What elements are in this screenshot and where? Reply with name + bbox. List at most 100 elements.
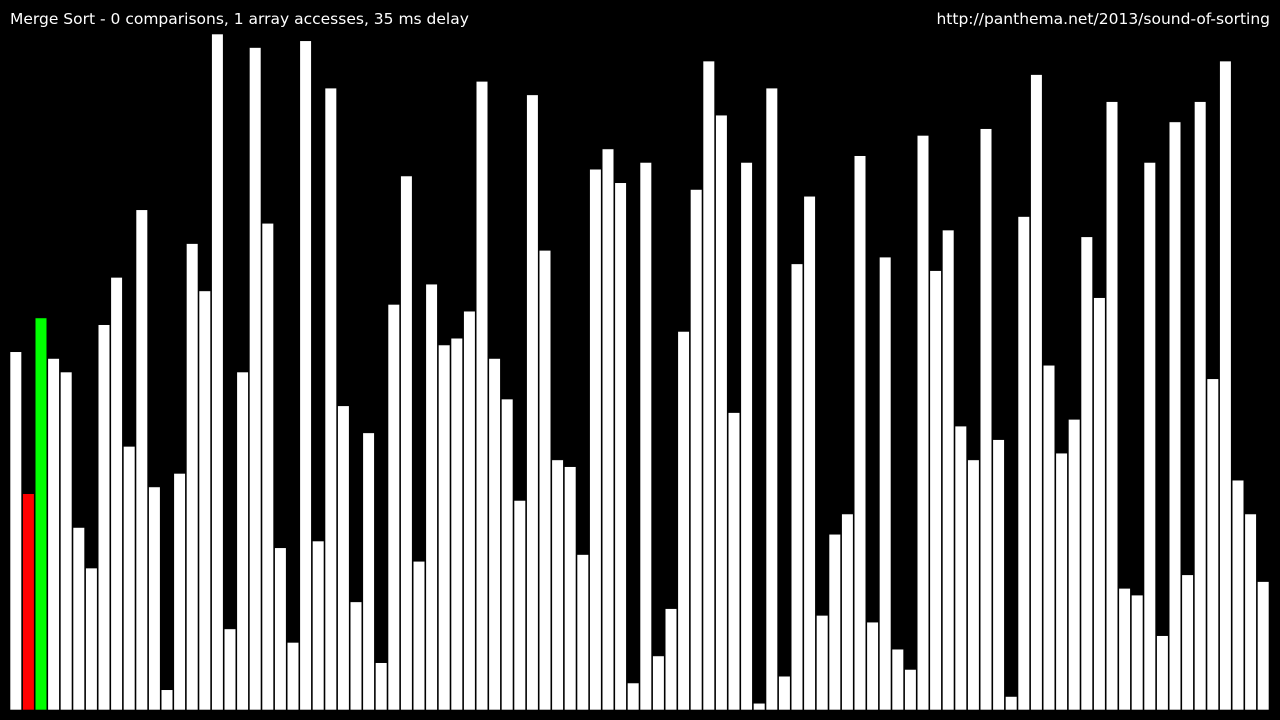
bar-35: [450, 337, 463, 711]
bar-85: [1080, 236, 1093, 711]
bar-68: [866, 621, 879, 711]
bar-43: [551, 459, 564, 711]
bar-78: [992, 439, 1005, 711]
bar-90: [1143, 162, 1156, 711]
bar-21: [274, 547, 287, 711]
bar-76: [967, 459, 980, 711]
bar-70: [891, 648, 904, 711]
bar-33: [425, 283, 438, 711]
bar-50: [639, 162, 652, 711]
bar-6: [85, 567, 98, 711]
bar-87: [1105, 101, 1119, 711]
bar-53: [677, 331, 690, 711]
bar-20: [261, 222, 274, 711]
bar-31: [400, 175, 413, 711]
bar-81: [1030, 74, 1043, 711]
bar-75: [954, 425, 967, 711]
bar-66: [841, 513, 854, 711]
bar-69: [879, 256, 892, 711]
bar-9: [123, 446, 136, 711]
bar-37: [475, 81, 489, 711]
bar-27: [349, 601, 363, 711]
bar-82: [1042, 364, 1056, 711]
bar-19: [249, 47, 262, 711]
bar-58: [740, 162, 753, 711]
bar-40: [513, 500, 526, 711]
bar-48: [614, 182, 627, 711]
bar-7: [97, 324, 111, 711]
bar-56: [715, 114, 728, 711]
bar-11: [148, 486, 161, 711]
bar-46: [589, 168, 602, 711]
bar-80: [1017, 216, 1030, 711]
bar-47: [601, 148, 615, 711]
bar-52: [664, 608, 678, 711]
bar-39: [501, 398, 514, 711]
bar-74: [942, 229, 955, 711]
bar-96: [1219, 60, 1232, 711]
bar-38: [488, 358, 501, 711]
bar-51: [652, 655, 665, 711]
bar-91: [1156, 635, 1169, 711]
bar-72: [916, 135, 930, 711]
bar-65: [828, 533, 841, 711]
bar-55: [702, 60, 715, 711]
bar-13: [173, 473, 186, 711]
bar-15: [198, 290, 211, 711]
bar-30: [387, 304, 400, 711]
bar-17: [223, 628, 237, 711]
bar-93: [1181, 574, 1194, 711]
bar-44: [564, 466, 577, 711]
bar-97: [1231, 479, 1245, 711]
bar-95: [1206, 378, 1219, 711]
bar-84: [1068, 419, 1081, 711]
bar-67: [853, 155, 867, 711]
bar-73: [929, 270, 942, 711]
bar-57: [727, 412, 741, 711]
bar-14: [186, 243, 199, 711]
bar-62: [790, 263, 804, 711]
bar-99: [1257, 581, 1270, 711]
bar-89: [1131, 594, 1144, 711]
bar-32: [412, 560, 426, 711]
bar-5: [72, 527, 85, 711]
bar-4: [60, 371, 73, 711]
bar-24: [312, 540, 325, 711]
bar-63: [803, 195, 816, 711]
bar-49: [627, 682, 640, 711]
bar-28: [362, 432, 375, 711]
bar-8: [110, 277, 123, 711]
bar-59: [753, 702, 766, 711]
bar-92: [1168, 121, 1182, 711]
bar-16: [211, 33, 224, 711]
bar-77: [979, 128, 993, 711]
bar-86: [1093, 297, 1106, 711]
bar-54: [690, 189, 703, 711]
bar-34: [438, 344, 451, 711]
bar-88: [1118, 588, 1131, 711]
status-text: Merge Sort - 0 comparisons, 1 array acce…: [10, 10, 469, 28]
bar-0: [9, 351, 22, 711]
bar-26: [337, 405, 350, 711]
bar-41: [526, 94, 539, 711]
url-text: http://panthema.net/2013/sound-of-sortin…: [936, 10, 1270, 28]
bar-25: [324, 87, 337, 711]
bar-22: [286, 642, 300, 711]
bar-3: [47, 358, 60, 711]
bar-94: [1194, 101, 1207, 711]
bar-71: [904, 669, 917, 711]
bar-access-2: [34, 317, 48, 711]
bar-79: [1005, 696, 1018, 711]
bar-61: [778, 675, 791, 711]
bar-29: [375, 662, 388, 711]
bar-36: [463, 310, 476, 711]
bar-compare-1: [22, 493, 35, 711]
bar-42: [538, 250, 552, 711]
bar-10: [135, 209, 148, 711]
bar-98: [1244, 513, 1257, 711]
bar-18: [236, 371, 249, 711]
bar-83: [1055, 452, 1068, 711]
bar-60: [765, 87, 778, 711]
